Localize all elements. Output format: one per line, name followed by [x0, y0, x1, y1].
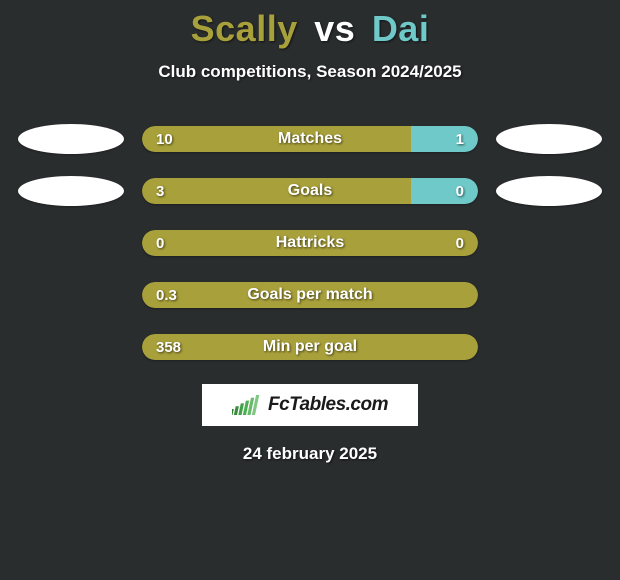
stat-row: 00Hattricks	[0, 228, 620, 258]
player1-bubble	[18, 124, 124, 154]
bar-segment-full	[142, 282, 478, 308]
stat-bar: 30Goals	[142, 178, 478, 204]
player2-bubble	[496, 176, 602, 206]
date-text: 24 february 2025	[0, 444, 620, 464]
left-value: 0	[142, 230, 178, 256]
fctables-logo: FcTables.com	[202, 384, 418, 426]
stat-row: 358Min per goal	[0, 332, 620, 362]
logo-text: FcTables.com	[268, 394, 388, 416]
logo-bars-icon	[232, 393, 262, 417]
stat-row: 101Matches	[0, 124, 620, 154]
left-value: 0.3	[142, 282, 191, 308]
page-title: Scally vs Dai	[0, 0, 620, 50]
player1-name: Scally	[191, 8, 298, 49]
subtitle: Club competitions, Season 2024/2025	[0, 62, 620, 82]
right-value: 0	[442, 178, 478, 204]
stat-bar: 358Min per goal	[142, 334, 478, 360]
bar-segment-left	[142, 178, 411, 204]
stat-bar: 00Hattricks	[142, 230, 478, 256]
stat-bar: 0.3Goals per match	[142, 282, 478, 308]
stats-rows: 101Matches30Goals00Hattricks0.3Goals per…	[0, 124, 620, 362]
vs-text: vs	[314, 8, 355, 49]
stat-bar: 101Matches	[142, 126, 478, 152]
player2-name: Dai	[372, 8, 430, 49]
right-value: 1	[442, 126, 478, 152]
player1-bubble	[18, 176, 124, 206]
left-value: 3	[142, 178, 178, 204]
left-value: 10	[142, 126, 187, 152]
right-value: 0	[442, 230, 478, 256]
left-value: 358	[142, 334, 195, 360]
stat-row: 0.3Goals per match	[0, 280, 620, 310]
player2-bubble	[496, 124, 602, 154]
bar-segment-full	[142, 230, 478, 256]
stat-row: 30Goals	[0, 176, 620, 206]
